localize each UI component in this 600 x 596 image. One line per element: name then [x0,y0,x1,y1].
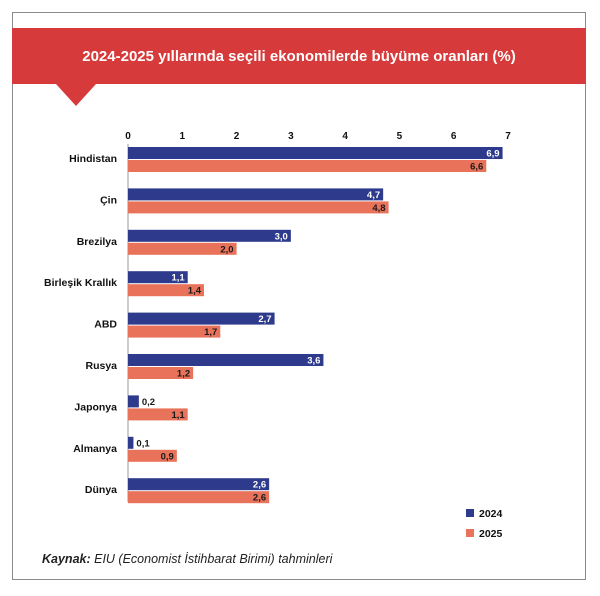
category-label: Japonya [74,401,117,413]
legend-label: 2025 [479,528,503,540]
data-label: 3,0 [275,231,288,242]
legend: 2024 2025 [466,508,503,540]
data-label: 1,2 [177,369,190,380]
bar-2024 [128,354,324,366]
bar-2024 [128,478,270,491]
category-label: Rusya [85,360,117,372]
bar-2024 [128,188,384,201]
data-label: 0,2 [142,397,155,408]
data-label: 1,1 [171,273,185,284]
x-tick-label: 6 [451,131,457,142]
data-label: 1,7 [204,327,217,338]
bar-2025 [128,242,237,255]
category-label: Brezilya [77,236,117,248]
chart-frame [12,12,586,580]
category-label: Almanya [73,443,117,455]
bar-2025 [128,449,177,462]
category-label: Birleşik Krallık [44,277,117,289]
source-note: Kaynak: EIU (Economist İstihbarat Birimi… [42,552,332,566]
bar-2025 [128,408,188,421]
banner-notch [56,84,96,106]
data-label: 1,1 [171,410,185,421]
category-label: Dünya [85,484,117,496]
bar-2025 [128,160,487,172]
bar-2025 [128,284,204,297]
bar-2024 [128,147,503,159]
x-tick-label: 2 [234,131,240,142]
data-label: 0,1 [136,438,150,449]
data-label: 4,8 [372,203,385,214]
data-label: 2,7 [258,314,271,325]
category-axis: Hindistan Çin Brezilya Birleşik Krallık ABD R… [44,144,129,502]
legend-swatch-2025 [466,529,474,537]
bar-2025 [128,201,389,214]
category-label: Hindistan [69,153,117,165]
data-label: 4,7 [367,190,380,201]
x-axis-ticks: 0 1 2 3 4 5 6 7 [125,131,511,142]
data-label: 2,0 [220,244,233,255]
x-tick-label: 4 [342,131,348,142]
x-tick-label: 3 [288,131,294,142]
data-label: 3,6 [307,356,320,367]
data-label: 2,6 [253,493,266,504]
x-tick-label: 7 [505,131,511,142]
source-text: EIU (Economist İstihbarat Birimi) tahmin… [94,552,333,566]
legend-label: 2024 [479,508,503,520]
bar-2024 [128,395,139,408]
title-banner [12,28,586,84]
x-tick-label: 5 [397,131,403,142]
data-label: 6,6 [470,162,483,173]
category-label: Çin [100,194,117,206]
bar-2025 [128,325,221,338]
category-label: ABD [94,319,117,331]
bar-2025 [128,367,194,379]
bars: 6,96,64,74,83,02,01,11,42,71,73,61,20,21… [128,147,503,504]
data-label: 0,9 [161,451,174,462]
data-label: 6,9 [486,149,499,160]
bar-2025 [128,491,270,504]
bar-2024 [128,229,291,242]
x-tick-label: 0 [125,131,131,142]
bar-2024 [128,271,188,284]
data-label: 1,4 [188,286,202,297]
data-label: 2,6 [253,480,266,491]
chart-title: 2024-2025 yıllarında seçili ekonomilerde… [82,47,516,65]
bar-2024 [128,436,134,449]
source-label: Kaynak: [42,552,91,566]
bar-2024 [128,312,275,325]
legend-swatch-2024 [466,509,474,517]
x-tick-label: 1 [180,131,186,142]
